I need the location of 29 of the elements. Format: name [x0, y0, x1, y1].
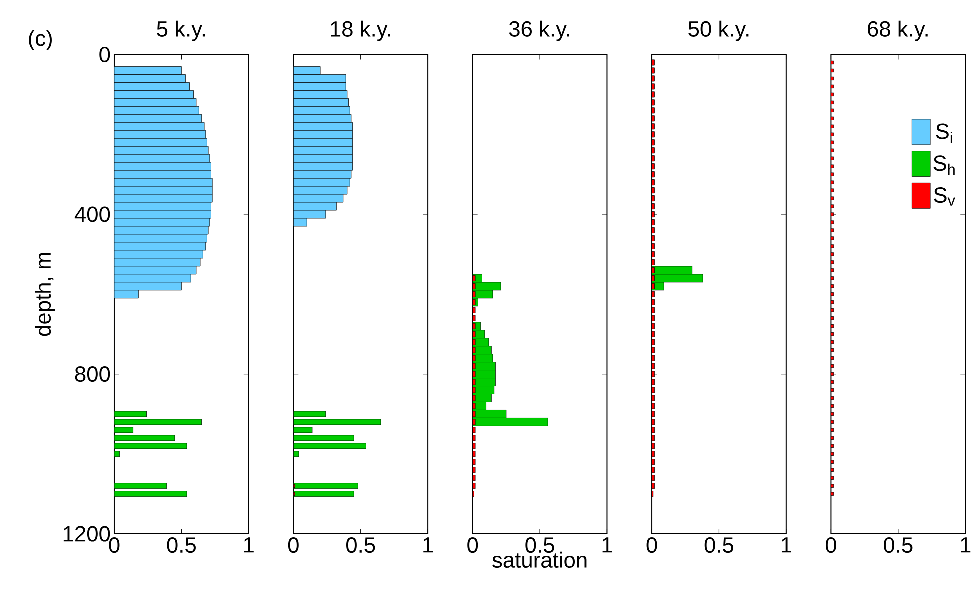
chart-title: 36 k.y.: [509, 20, 570, 42]
x-tick-label: 0: [468, 537, 478, 553]
chart-title: 5 k.y.: [157, 20, 206, 42]
legend-label: S$_{i}$: [936, 124, 952, 143]
legend-label: S$_{v}$: [934, 187, 956, 206]
text: (c): [29, 30, 52, 50]
x-tick-label: 1: [782, 537, 792, 553]
x-tick-label: 0: [826, 537, 836, 553]
y-tick-label: 0: [100, 46, 110, 62]
y-axis-title: depth, m: [34, 253, 56, 336]
x-tick-label: 0.5: [884, 537, 913, 553]
x-tick-label: 0: [646, 537, 658, 553]
legend-label: S$_{h}$: [934, 156, 955, 175]
x-axis-title: saturation: [492, 552, 587, 568]
y-tick-label: 400: [74, 206, 110, 222]
x-tick-label: 1: [961, 537, 971, 553]
y-tick-label: 1200: [64, 526, 110, 542]
x-tick-label: 1: [244, 537, 254, 553]
chart-title: 18 k.y.: [331, 20, 390, 42]
x-tick-label: 0.5: [346, 537, 376, 553]
x-tick-label: 0.5: [167, 537, 196, 553]
x-tick-label: 1: [424, 537, 434, 553]
chart-title: 50 k.y.: [688, 20, 749, 42]
x-tick-label: 0: [288, 537, 299, 553]
y-tick-label: 800: [75, 366, 110, 382]
x-tick-label: 1: [602, 537, 612, 553]
chart-title: 68 k.y.: [868, 20, 928, 42]
x-tick-label: 0.5: [704, 537, 734, 553]
x-tick-label: 0.5: [526, 537, 554, 553]
